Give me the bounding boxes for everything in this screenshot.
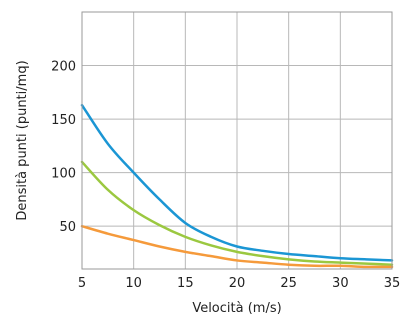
x-tick-label: 20	[229, 276, 246, 291]
y-tick-labels: 50 100 150 200	[51, 60, 76, 236]
x-axis-title: Velocità (m/s)	[192, 301, 281, 316]
y-tick-label: 200	[51, 60, 76, 75]
series-layer	[80, 103, 394, 269]
y-tick-label: 50	[59, 220, 76, 235]
y-axis-title: Densità punti (punti/mq)	[15, 60, 30, 220]
x-tick-label: 35	[384, 276, 401, 291]
x-tick-labels: 5 10 15 20 25 30 35	[78, 276, 400, 291]
y-tick-label: 150	[51, 113, 76, 128]
series-line-blue	[80, 103, 394, 262]
x-tick-label: 5	[78, 276, 86, 291]
x-tick-label: 30	[332, 276, 349, 291]
grid-layer	[81, 12, 393, 269]
y-tick-label: 100	[51, 167, 76, 182]
plot-frame	[81, 11, 393, 270]
series-line-green	[80, 160, 394, 266]
x-tick-label: 25	[280, 276, 297, 291]
x-tick-label: 10	[125, 276, 142, 291]
x-tick-label: 15	[177, 276, 194, 291]
series-line-orange	[80, 224, 394, 269]
